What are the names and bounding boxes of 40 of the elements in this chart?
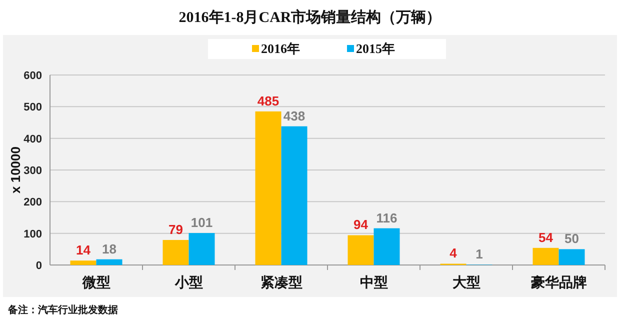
y-axis-title: x 10000 xyxy=(8,146,23,194)
data-label: 54 xyxy=(538,230,554,245)
y-tick-label: 100 xyxy=(24,228,42,240)
data-label: 50 xyxy=(564,231,579,246)
data-label: 1 xyxy=(476,246,483,262)
y-tick-label: 0 xyxy=(36,260,42,272)
bar xyxy=(281,126,308,265)
bar xyxy=(255,111,282,265)
bar xyxy=(96,259,122,265)
x-tick-label: 微型 xyxy=(81,275,110,291)
data-label: 79 xyxy=(168,222,183,237)
legend-label: 2016年 xyxy=(261,41,300,56)
legend-label: 2015年 xyxy=(356,41,395,56)
bar xyxy=(70,260,96,265)
data-label: 4 xyxy=(450,246,458,261)
data-label: 101 xyxy=(190,215,213,230)
x-tick-label: 中型 xyxy=(360,275,388,291)
x-tick-label: 豪华品牌 xyxy=(530,275,587,291)
bar xyxy=(558,249,585,265)
bar xyxy=(374,228,400,265)
text: 备注：汽车行业批发数据 xyxy=(7,304,118,316)
x-tick-label: 大型 xyxy=(452,275,480,291)
bar xyxy=(348,235,374,265)
y-tick-label: 400 xyxy=(24,133,42,146)
data-label: 438 xyxy=(283,108,306,124)
chart-title: 2016年1-8月CAR市场销量结构（万辆） xyxy=(178,8,442,26)
bar xyxy=(532,248,559,265)
y-tick-label: 500 xyxy=(24,102,42,114)
data-label: 18 xyxy=(102,241,116,256)
data-label: 14 xyxy=(76,242,92,258)
y-tick-label: 200 xyxy=(24,196,42,209)
x-tick-label: 紧凑型 xyxy=(260,275,302,291)
data-label: 94 xyxy=(354,217,369,232)
data-label: 485 xyxy=(257,93,280,108)
x-tick-label: 小型 xyxy=(174,275,203,291)
bar xyxy=(162,240,189,265)
y-tick-label: 600 xyxy=(24,70,42,82)
bar xyxy=(188,233,215,265)
y-tick-label: 300 xyxy=(24,165,42,177)
data-label: 116 xyxy=(376,210,398,226)
